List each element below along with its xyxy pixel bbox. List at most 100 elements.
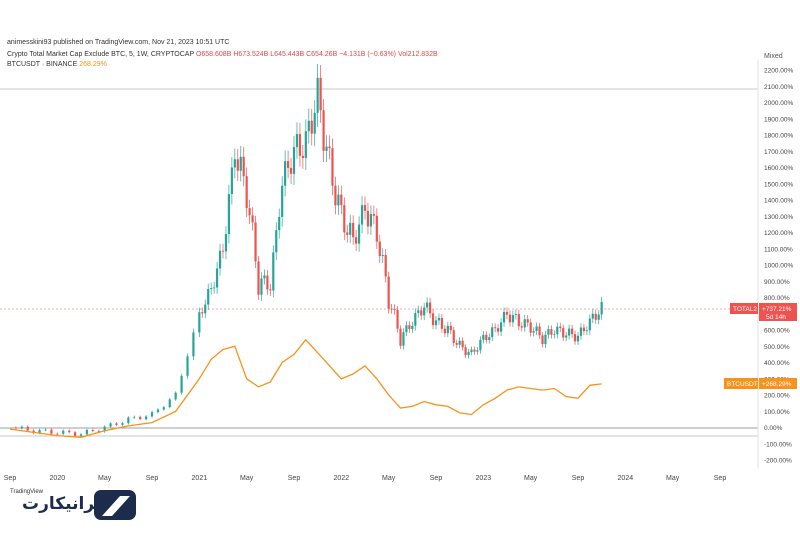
candle-body <box>186 356 189 376</box>
candle-body <box>523 319 526 328</box>
candle-body <box>455 342 458 345</box>
logo-text: ایرانیکارت <box>22 494 108 514</box>
y-tick-label: 200.00% <box>764 393 790 400</box>
candle-body <box>482 334 485 340</box>
candle-body <box>355 237 358 244</box>
candle-body <box>473 349 476 352</box>
candle-body <box>346 232 349 235</box>
candle-body <box>201 312 204 314</box>
logo-card-stripe <box>102 496 130 516</box>
candle-body <box>426 302 429 308</box>
candle-body <box>502 311 506 323</box>
candle-body <box>399 328 402 346</box>
candle-body <box>550 329 553 335</box>
candle-body <box>260 278 263 295</box>
candle-body <box>150 412 154 417</box>
candle-body <box>85 429 89 435</box>
candle-body <box>349 222 352 235</box>
candle-body <box>156 409 160 413</box>
candle-body <box>452 330 455 343</box>
candle-body <box>576 335 580 342</box>
candle-body <box>168 399 171 408</box>
candle-body <box>597 314 600 320</box>
candle-body <box>461 340 464 348</box>
y-axis-labels: 2200.00% 2100.00% 2000.00% 1900.00% 1800.00%… <box>764 68 793 465</box>
candle-body <box>464 347 467 356</box>
candle-body <box>402 332 405 346</box>
candle-body <box>180 375 183 393</box>
candle-body <box>269 289 272 291</box>
x-tick-label: Sep <box>572 475 585 482</box>
iranicard-logo <box>94 490 136 520</box>
candle-body <box>366 210 370 227</box>
candle-body <box>428 302 432 314</box>
total2-tag-value-bg <box>759 303 797 321</box>
x-tick-label: Sep <box>288 475 301 482</box>
btc-tag-value-bg <box>759 378 797 389</box>
candle-body <box>449 325 452 331</box>
y-tick-label: 1300.00% <box>764 214 793 221</box>
candle-body <box>357 224 361 244</box>
candle-body <box>529 322 532 333</box>
candle-body <box>245 176 248 209</box>
candle-body <box>562 328 565 338</box>
candle-body <box>109 423 112 427</box>
candle-body <box>387 276 390 309</box>
logo-subtext: TradingView <box>10 489 44 495</box>
candle-body <box>210 288 213 289</box>
candle-body <box>479 339 482 351</box>
candle-body <box>491 327 494 338</box>
y-tick-label: 1700.00% <box>764 149 793 156</box>
candle-body <box>162 407 165 410</box>
x-tick-label: May <box>524 475 538 482</box>
candle-body <box>334 185 337 206</box>
y-tick-label: 0.00% <box>764 425 783 432</box>
legend-series-total2: Crypto Total Market Cap Exclude BTC, 5, … <box>7 51 438 58</box>
y-tick-label: 1600.00% <box>764 165 793 172</box>
legend-btc-value: 268.29% <box>79 61 107 68</box>
x-tick-label: Sep <box>4 475 17 482</box>
y-tick-label: 1100.00% <box>764 246 793 253</box>
candle-body <box>218 250 222 269</box>
y-tick-label: 1800.00% <box>764 133 793 140</box>
total2-tag-countdown: 5d 14h <box>766 314 786 321</box>
y-tick-label: -100.00% <box>764 441 792 448</box>
y-tick-label: 2100.00% <box>764 84 793 91</box>
y-tick-label: 1000.00% <box>764 263 793 270</box>
candle-body <box>230 167 233 195</box>
candle-body <box>289 167 293 174</box>
candle-body <box>115 423 118 425</box>
candle-body <box>360 205 364 225</box>
candle-body <box>526 319 529 323</box>
candle-body <box>340 194 343 206</box>
x-tick-label: 2023 <box>476 475 492 482</box>
total2-tag-value: +737.21% <box>762 306 792 313</box>
candle-body <box>62 430 65 434</box>
candle-body <box>446 325 449 334</box>
x-tick-label: May <box>240 475 254 482</box>
candle-body <box>295 134 299 148</box>
candle-body <box>470 349 473 353</box>
legend-total2-title: Crypto Total Market Cap Exclude BTC, 5, … <box>7 51 194 58</box>
scale-mode-label[interactable]: Mixed <box>764 53 783 60</box>
candle-body <box>248 208 251 216</box>
candle-body <box>588 318 591 331</box>
candle-body <box>488 337 491 341</box>
candle-body <box>420 310 423 316</box>
y-tick-label: 2200.00% <box>764 68 793 75</box>
candle-body <box>443 328 446 334</box>
candle-body <box>423 307 426 316</box>
legend-series-btcusdt: BTCUSDT · BINANCE 268.29% <box>7 61 107 68</box>
candle-body <box>144 416 148 420</box>
candle-body <box>103 426 106 432</box>
candle-body <box>275 230 278 253</box>
candle-body <box>600 301 603 315</box>
candle-body <box>215 268 219 288</box>
candle-body <box>405 325 408 333</box>
btc-tag-name: BTCUSDT <box>727 381 758 388</box>
candle-body <box>547 329 550 335</box>
candle-body <box>91 429 94 432</box>
candle-body <box>325 146 328 151</box>
x-axis-labels: Sep 2020 May Sep 2021 May Sep 2022 May Sep 2023 May… <box>4 475 727 482</box>
